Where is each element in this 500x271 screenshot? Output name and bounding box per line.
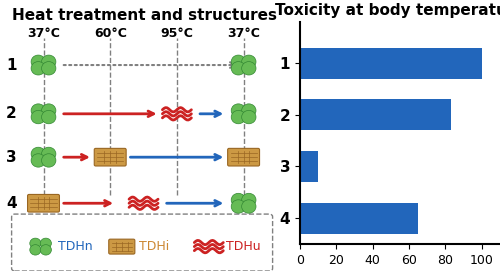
Title: Toxicity at body temperature: Toxicity at body temperature xyxy=(275,3,500,18)
FancyBboxPatch shape xyxy=(28,195,60,212)
Circle shape xyxy=(42,104,56,117)
Text: Heat treatment and structures: Heat treatment and structures xyxy=(12,8,278,23)
FancyBboxPatch shape xyxy=(94,149,126,166)
Text: 3: 3 xyxy=(6,150,17,165)
Circle shape xyxy=(31,154,46,167)
Circle shape xyxy=(42,154,56,167)
Circle shape xyxy=(242,62,256,75)
Circle shape xyxy=(231,104,246,117)
Circle shape xyxy=(31,147,46,161)
Text: 1: 1 xyxy=(6,57,17,73)
Circle shape xyxy=(231,110,246,124)
Circle shape xyxy=(231,200,246,213)
FancyBboxPatch shape xyxy=(109,239,135,254)
Circle shape xyxy=(42,147,56,161)
Circle shape xyxy=(42,110,56,124)
Text: 37°C: 37°C xyxy=(227,27,260,40)
Circle shape xyxy=(242,55,256,69)
Circle shape xyxy=(31,62,46,75)
Text: TDHn: TDHn xyxy=(58,240,92,253)
Text: TDHi: TDHi xyxy=(139,240,170,253)
Circle shape xyxy=(231,193,246,207)
Bar xyxy=(300,99,451,130)
Circle shape xyxy=(242,200,256,213)
Circle shape xyxy=(242,110,256,124)
Circle shape xyxy=(31,55,46,69)
FancyBboxPatch shape xyxy=(228,149,260,166)
Text: 37°C: 37°C xyxy=(27,27,60,40)
Circle shape xyxy=(242,104,256,117)
Circle shape xyxy=(30,245,41,255)
Bar xyxy=(300,47,482,79)
Circle shape xyxy=(31,110,46,124)
Text: 4: 4 xyxy=(6,196,17,211)
Bar xyxy=(300,202,418,234)
Circle shape xyxy=(40,238,52,249)
Circle shape xyxy=(42,62,56,75)
Circle shape xyxy=(42,55,56,69)
Circle shape xyxy=(242,193,256,207)
FancyBboxPatch shape xyxy=(12,214,272,271)
Circle shape xyxy=(40,245,52,255)
Circle shape xyxy=(31,104,46,117)
Circle shape xyxy=(231,55,246,69)
Text: TDHu: TDHu xyxy=(226,240,261,253)
Bar xyxy=(300,151,318,182)
Circle shape xyxy=(30,238,41,249)
Text: 95°C: 95°C xyxy=(160,27,194,40)
Text: 2: 2 xyxy=(6,106,17,121)
Circle shape xyxy=(231,62,246,75)
Text: 60°C: 60°C xyxy=(94,27,126,40)
